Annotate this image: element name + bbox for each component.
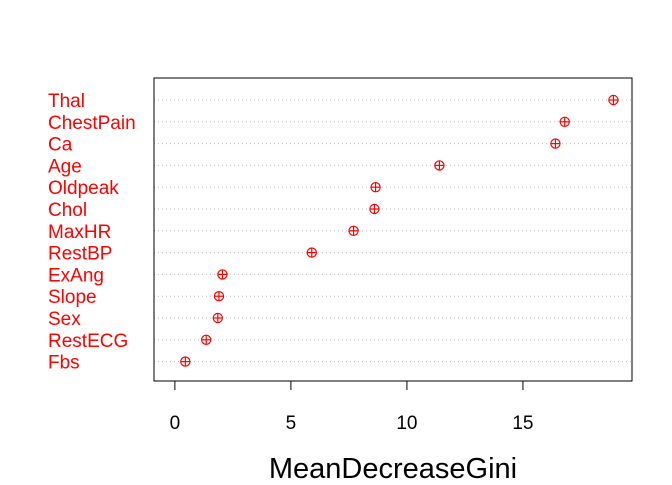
data-point — [369, 203, 380, 215]
category-label: Slope — [48, 287, 97, 308]
category-label: Age — [48, 156, 82, 177]
data-point — [434, 160, 445, 171]
category-label: Ca — [48, 135, 73, 156]
data-point — [348, 225, 359, 236]
x-tick-label: 5 — [286, 413, 297, 434]
x-axis-title: MeanDecreaseGini — [269, 453, 517, 480]
x-tick-label: 15 — [512, 413, 533, 434]
category-label: Thal — [48, 91, 85, 112]
category-label: Fbs — [48, 353, 80, 374]
data-point — [212, 312, 224, 324]
data-point — [201, 334, 212, 345]
data-point — [550, 138, 561, 149]
category-label: Oldpeak — [48, 178, 119, 199]
x-tick-label: 0 — [170, 413, 181, 434]
x-axis: 0 5 10 15 — [170, 380, 534, 434]
category-label: MaxHR — [48, 222, 111, 243]
data-point — [608, 94, 619, 106]
data-point — [180, 356, 191, 367]
category-label: RestBP — [48, 244, 112, 265]
category-label: Sex — [48, 309, 81, 330]
grid-lines — [154, 99, 632, 363]
data-points — [180, 94, 619, 367]
data-point — [559, 116, 570, 128]
category-label: ChestPain — [48, 113, 136, 134]
data-point — [306, 247, 317, 258]
x-tick-label: 10 — [396, 413, 417, 434]
data-point — [213, 291, 225, 302]
category-label: RestECG — [48, 331, 128, 352]
category-label: Chol — [48, 200, 87, 221]
category-labels: ThalChestPainCaAgeOldpeakCholMaxHRRestBP… — [48, 91, 136, 374]
category-label: ExAng — [48, 265, 104, 286]
data-point — [370, 181, 381, 193]
data-point — [217, 269, 228, 280]
